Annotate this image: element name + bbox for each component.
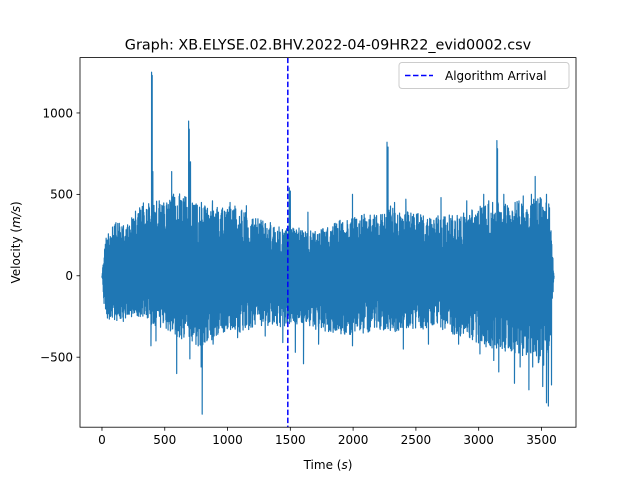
x-tick-label: 2000 xyxy=(338,433,369,447)
x-axis-label-close: ) xyxy=(348,458,353,472)
x-axis-label-unit: s xyxy=(341,458,347,472)
x-tick-label: 1000 xyxy=(212,433,243,447)
y-axis-ticks: −500 0 500 1000 xyxy=(40,106,80,364)
plot-frame xyxy=(79,57,577,428)
x-axis-label-main: Time ( xyxy=(303,458,342,472)
y-axis-label: Velocity (m/s) xyxy=(9,201,23,283)
y-tick-label: −500 xyxy=(40,350,73,364)
chart-title: Graph: XB.ELYSE.02.BHV.2022-04-09HR22_ev… xyxy=(125,38,532,54)
x-tick-label: 0 xyxy=(98,433,106,447)
y-tick-label: 0 xyxy=(65,269,73,283)
x-tick-label: 1500 xyxy=(275,433,306,447)
velocity-series-line xyxy=(101,71,555,415)
legend: Algorithm Arrival xyxy=(398,62,570,89)
y-tick-label: 1000 xyxy=(42,106,73,120)
y-axis-label-main: Velocity ( xyxy=(9,228,23,284)
x-tick-label: 500 xyxy=(153,433,176,447)
y-tick-label: 500 xyxy=(50,188,73,202)
x-tick-label: 2500 xyxy=(401,433,432,447)
x-tick-label: 3500 xyxy=(526,433,557,447)
legend-box xyxy=(398,62,570,89)
plot-area xyxy=(101,57,555,428)
y-axis-label-unit: m/s xyxy=(9,206,23,228)
x-axis-ticks: 0 500 1000 1500 2000 2500 3000 3500 xyxy=(98,427,557,447)
x-tick-label: 3000 xyxy=(463,433,494,447)
legend-label-algorithm-arrival: Algorithm Arrival xyxy=(445,69,547,83)
y-axis-label-close: ) xyxy=(9,201,23,206)
x-axis-label: Time (s) xyxy=(303,458,353,472)
